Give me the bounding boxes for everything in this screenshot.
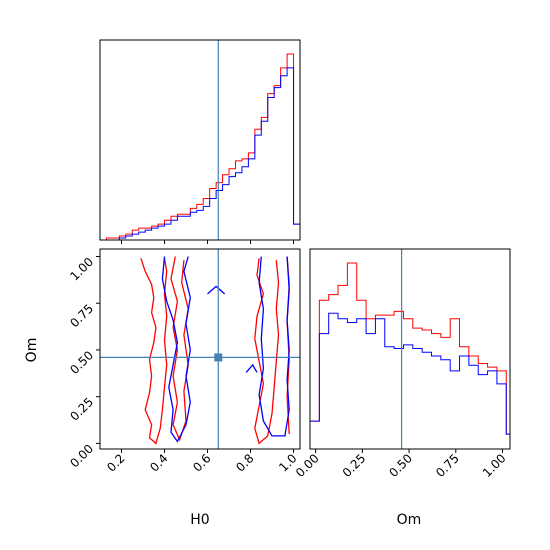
contour-red-2 — [254, 258, 280, 445]
om-x-tick-label-1: 0.25 — [340, 451, 369, 480]
h0-tick-label-0: 0.2 — [104, 451, 127, 474]
y-axis-label-om: Om — [24, 338, 40, 363]
panel-om-histogram — [309, 248, 511, 450]
x-axis-label-om: Om — [397, 512, 422, 528]
h0-histogram-blue — [100, 67, 301, 241]
om-x-tick-label-4: 1.00 — [480, 451, 509, 480]
h0-tick-label-3: 0.8 — [233, 451, 256, 474]
panel-h0-histogram — [99, 39, 301, 241]
om-y-tick-label-1: 0.25 — [67, 395, 96, 424]
om-y-tick-label-2: 0.50 — [67, 348, 96, 377]
h0-histogram-red — [100, 53, 301, 241]
h0-tick-label-1: 0.4 — [147, 451, 170, 474]
contour-blue-3 — [258, 256, 290, 437]
om-y-tick-label-3: 0.75 — [67, 301, 96, 330]
om-x-tick-label-3: 0.75 — [433, 451, 462, 480]
h0-tick-label-2: 0.6 — [190, 451, 213, 474]
contour-blue-2 — [245, 363, 258, 373]
om-x-tick-label-0: 0.00 — [293, 451, 322, 480]
contour-blue-1 — [207, 285, 226, 295]
om-x-tick-label-2: 0.50 — [386, 451, 415, 480]
panel-h0-om-contour — [99, 248, 301, 450]
contour-red-1 — [170, 256, 189, 442]
x-axis-label-h0: H0 — [190, 512, 209, 528]
om-histogram-red — [309, 262, 511, 449]
truth-marker — [214, 353, 223, 362]
om-histogram-blue — [309, 312, 511, 449]
om-y-tick-label-4: 1.00 — [67, 255, 96, 284]
contour-blue-0 — [161, 256, 191, 443]
contour-red-0 — [140, 258, 168, 445]
om-y-tick-label-0: 0.00 — [67, 442, 96, 471]
